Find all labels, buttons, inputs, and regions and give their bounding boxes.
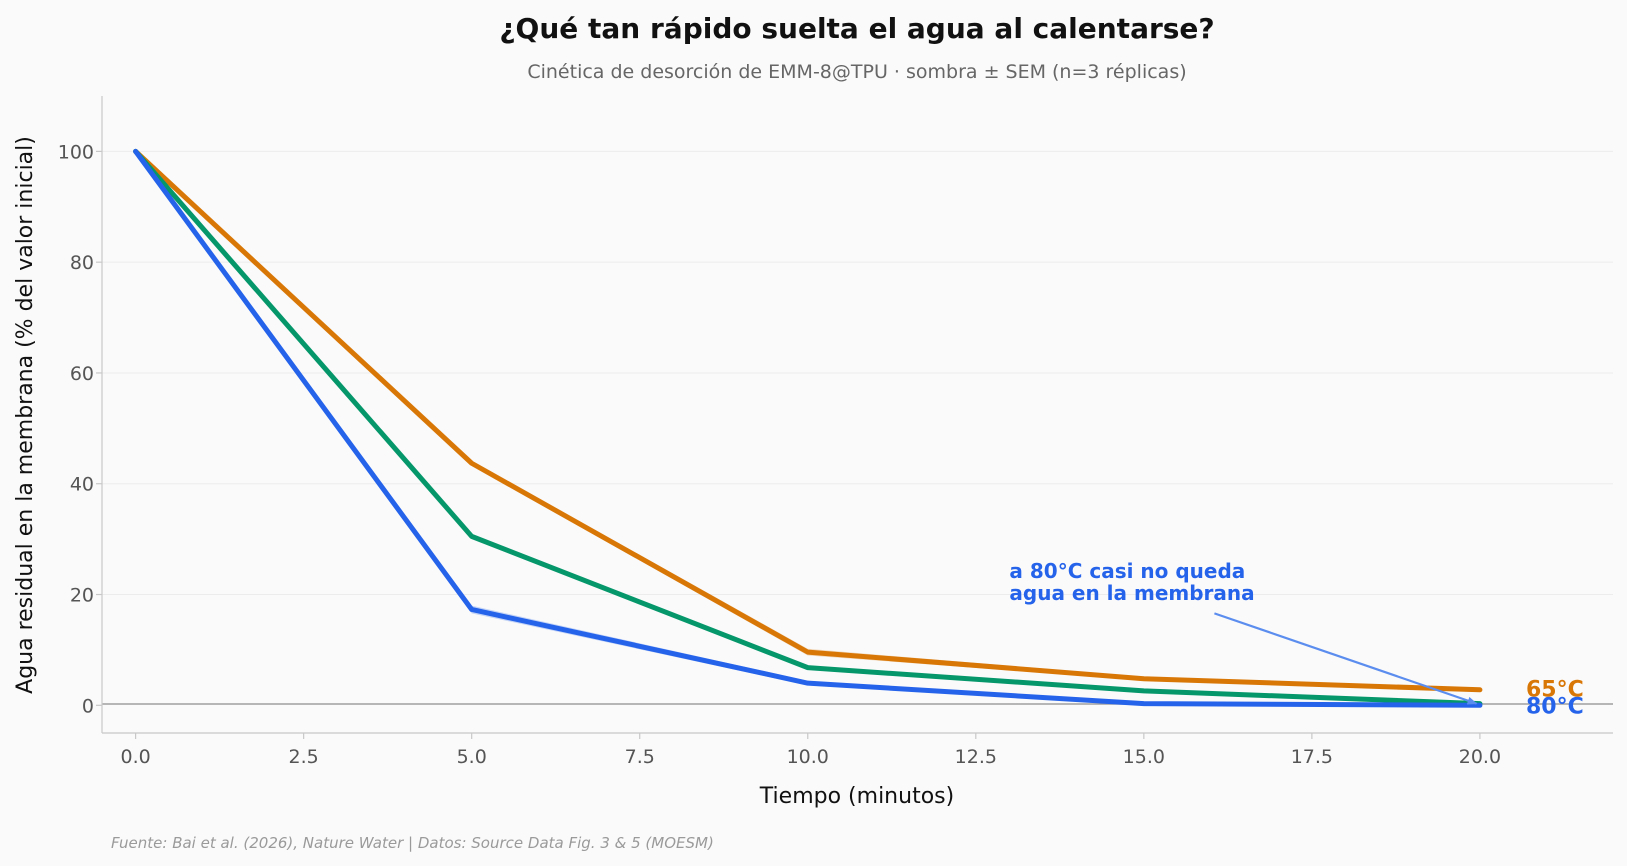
- x-tick-label-6: 15.0: [1123, 746, 1165, 768]
- y-axis-label: Agua residual en la membrana (% del valo…: [13, 136, 38, 694]
- chart-subtitle: Cinética de desorción de EMM-8@TPU · som…: [527, 61, 1186, 83]
- annotation-line-2: agua en la membrana: [1009, 581, 1254, 605]
- x-tick-label-5: 12.5: [955, 746, 997, 768]
- y-tick-label-1: 20: [70, 585, 94, 607]
- source-note: Fuente: Bai et al. (2026), Nature Water …: [111, 834, 714, 852]
- end-label-2: 80°C: [1526, 694, 1584, 719]
- annotation-arrow: [1214, 612, 1478, 705]
- y-tick-label-3: 60: [70, 363, 94, 385]
- y-ticks: 0 20 40 60 80 100: [58, 141, 102, 717]
- y-tick-label-2: 40: [70, 474, 94, 496]
- series-line-0: [133, 148, 1483, 693]
- chart-title: ¿Qué tan rápido suelta el agua al calent…: [499, 12, 1214, 45]
- x-tick-label-1: 2.5: [289, 746, 319, 768]
- annotation: a 80°C casi no queda agua en la membrana: [1009, 559, 1478, 705]
- x-tick-label-2: 5.0: [457, 746, 487, 768]
- x-tick-label-4: 10.0: [787, 746, 829, 768]
- series-line-2: [133, 148, 1483, 708]
- x-tick-label-0: 0.0: [120, 746, 150, 768]
- y-tick-label-0: 0: [82, 695, 94, 717]
- x-tick-label-7: 17.5: [1291, 746, 1333, 768]
- x-tick-label-8: 20.0: [1459, 746, 1501, 768]
- end-label-0: 65°C: [1526, 678, 1584, 703]
- sem-band-0: [135, 151, 1480, 691]
- x-tick-label-3: 7.5: [625, 746, 655, 768]
- end-labels: 65°C80°C: [1526, 678, 1584, 720]
- x-ticks: 0.0 2.5 5.0 7.5 10.0 12.5 15.0 17.5 20.0: [120, 733, 1501, 768]
- grid: [102, 150, 1613, 596]
- series-lines: [133, 148, 1483, 708]
- series-line-1: [133, 148, 1483, 707]
- y-tick-label-5: 100: [58, 141, 94, 163]
- y-tick-label-4: 80: [70, 252, 94, 274]
- annotation-line-1: a 80°C casi no queda: [1009, 559, 1245, 583]
- x-axis-label: Tiempo (minutos): [759, 784, 954, 809]
